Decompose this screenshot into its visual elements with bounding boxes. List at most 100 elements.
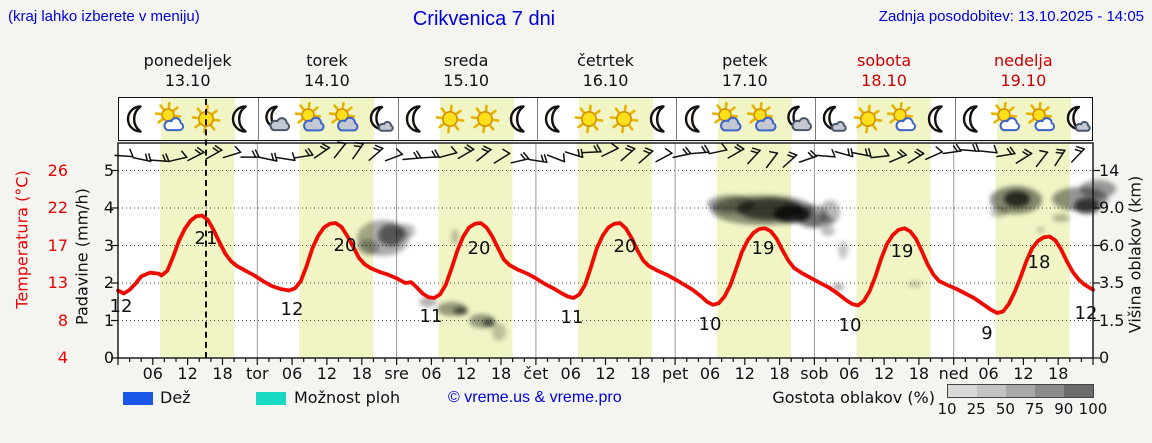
x-hour-label: 12	[734, 364, 755, 383]
moon-icon	[398, 102, 432, 136]
day-name: ponedeljek	[143, 51, 232, 70]
temperature-value-label: 12	[109, 296, 133, 317]
cloud-height-tick-label: 1.5	[1099, 310, 1125, 330]
daily-weather-icons-strip	[118, 97, 1093, 141]
wind-barbs-row	[114, 141, 1086, 169]
day-name: petek	[722, 51, 768, 70]
day-date: 18.10	[861, 71, 907, 90]
day-separator	[815, 98, 817, 140]
temperature-value-label: 19	[751, 238, 775, 259]
x-hour-label: 06	[978, 364, 999, 383]
cloud-density-tick-label: 10	[937, 400, 957, 418]
cloud-density-tick-label: 90	[1054, 400, 1074, 418]
sun-cloud-icon	[886, 101, 920, 136]
last-updated-text: Zadnja posodobitev: 13.10.2025 - 14:05	[878, 8, 1144, 25]
moon-icon	[955, 102, 989, 136]
temperature-value-label: 20	[467, 238, 491, 259]
x-day-label: ned	[938, 364, 969, 383]
cloud-density-swatch	[1035, 385, 1064, 397]
x-day-label: tor	[245, 364, 269, 383]
x-hour-label: 06	[421, 364, 442, 383]
x-day-label: pet	[661, 364, 689, 383]
sun-cloud-icon	[990, 101, 1024, 136]
x-hour-label: 12	[456, 364, 477, 383]
moon-icon	[920, 102, 954, 136]
x-hour-label: 12	[177, 364, 198, 383]
copyright-link[interactable]: © vreme.us & vreme.pro	[448, 389, 622, 406]
showers-legend-swatch	[256, 392, 286, 405]
showers-legend-label: Možnost ploh	[294, 388, 401, 407]
x-day-label: sre	[384, 364, 409, 383]
sun-cloud-icon	[154, 101, 188, 136]
menu-hint-text: (kraj lahko izberete v meniju)	[8, 8, 200, 25]
x-day-label: sob	[800, 364, 829, 383]
x-hour-label: 12	[595, 364, 616, 383]
temperature-value-label: 18	[1027, 252, 1051, 273]
temperature-value-label: 19	[890, 241, 914, 262]
rain-legend-label: Dež	[160, 388, 191, 407]
moon-icon	[119, 102, 153, 136]
precipitation-tick-label: 4	[103, 198, 114, 217]
sun-cloud-gray-icon	[746, 101, 780, 136]
temperature-value-label: 20	[333, 235, 357, 256]
temperature-value-label: 12	[280, 299, 304, 320]
day-separator	[676, 98, 678, 140]
x-hour-label: 06	[281, 364, 303, 383]
rain-legend-swatch	[123, 392, 153, 405]
x-hour-label: 18	[212, 364, 233, 383]
x-day-label: čet	[523, 364, 549, 383]
x-hour-label: 06	[560, 364, 581, 383]
precipitation-tick-label: 5	[103, 160, 114, 180]
day-separator	[954, 98, 956, 140]
temperature-curve	[116, 213, 1095, 315]
temperature-value-label: 9	[981, 323, 993, 344]
horizontal-gridlines	[118, 170, 1093, 321]
x-hour-label: 06	[142, 364, 163, 383]
x-hour-label: 18	[769, 364, 790, 383]
moon-cloud-small-icon	[363, 102, 397, 136]
cloud-density-swatch	[1006, 385, 1035, 397]
cloud-density-swatch	[948, 385, 977, 397]
cloud-height-tick-label: 3.5	[1099, 273, 1125, 292]
x-hour-label: 18	[351, 364, 372, 383]
cloud-density-tick-label: 100	[1078, 400, 1108, 418]
temperature-tick-label: 17	[47, 235, 68, 255]
day-date: 16.10	[582, 71, 629, 90]
day-separator	[536, 98, 538, 140]
cloud-density-legend-label: Gostota oblakov (%)	[772, 388, 935, 407]
x-hour-label: 12	[1013, 364, 1034, 383]
day-name: nedelja	[994, 51, 1053, 70]
sun-icon	[572, 102, 606, 136]
temperature-tick-label: 8	[57, 310, 68, 330]
moon-icon	[677, 102, 711, 136]
sun-cloud-gray-icon	[711, 101, 745, 136]
moon-icon	[642, 102, 676, 136]
moon-cloud-small-icon	[1060, 102, 1094, 136]
temperature-value-label: 10	[838, 315, 862, 336]
x-hour-label: 12	[316, 364, 338, 383]
day-date: 13.10	[164, 71, 211, 90]
temperature-value-label: 11	[560, 307, 584, 328]
day-name: torek	[306, 51, 348, 70]
x-hour-label: 12	[873, 364, 895, 383]
precipitation-tick-label: 3	[103, 235, 114, 255]
moon-cloud-icon	[259, 102, 293, 136]
cloud-density-tick-label: 25	[966, 400, 986, 418]
cloud-density-swatch	[1064, 385, 1093, 397]
sun-icon	[468, 102, 502, 136]
sun-cloud-gray-icon	[328, 101, 362, 136]
day-date: 14.10	[304, 71, 350, 90]
page-title: Crikvenica 7 dni	[412, 8, 556, 30]
sun-cloud-gray-icon	[294, 101, 328, 136]
cloud-height-tick-label: 14	[1099, 160, 1120, 180]
temperature-tick-label: 22	[47, 198, 68, 217]
cloud-density-tick-label: 75	[1025, 400, 1045, 418]
precipitation-tick-label: 0	[103, 348, 114, 367]
moon-icon	[537, 102, 571, 136]
temperature-value-label: 12	[1074, 303, 1098, 324]
temperature-tick-label: 4	[57, 348, 68, 367]
day-name: sreda	[444, 51, 489, 70]
cloud-density-tick-label: 50	[995, 400, 1015, 418]
